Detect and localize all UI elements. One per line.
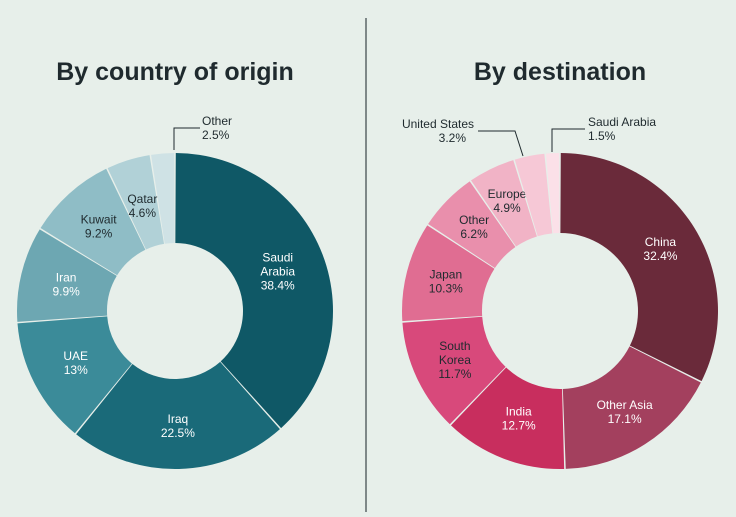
slice-value-saudi-arabia: 1.5% [588,129,616,143]
slice-value-other: 6.2% [460,227,488,241]
slice-saudi-arabia [545,153,560,234]
slice-iraq [76,361,280,469]
slice-kuwait [40,168,146,276]
slice-other [428,181,516,269]
slice-value-qatar: 4.6% [129,206,157,220]
slice-label-india: India [506,404,532,418]
leader-line-saudi-arabia [551,128,585,152]
slice-value-united-states: 3.2% [439,131,467,145]
chart-title-destination: By destination [474,58,646,86]
leader-line-united-states [478,130,524,157]
slice-value-india: 12.7% [502,418,536,432]
slice-label-united-states: United States [402,117,474,131]
slice-south-korea [402,316,506,425]
leader-line-other [173,127,200,150]
slice-value-other: 2.5% [202,128,230,142]
slice-united-states [514,153,553,237]
slice-qatar [107,155,165,250]
slice-label-saudi-arabia: Saudi Arabia [588,115,656,129]
slice-value-kuwait: 9.2% [85,226,113,240]
slice-label-iran: Iran [56,271,77,285]
slice-label-south-korea: Korea [439,353,471,367]
slice-iran [17,229,117,322]
slice-value-iraq: 22.5% [161,426,195,440]
slice-label-iraq: Iraq [168,412,189,426]
slice-label-other: Other [202,114,232,128]
slice-value-japan: 10.3% [429,281,463,295]
slice-label-saudi-arabia: Arabia [260,265,295,279]
slice-india [450,367,565,470]
slice-saudi-arabia [175,153,334,429]
slice-value-iran: 9.9% [52,285,80,299]
slice-value-europe: 4.9% [493,201,521,215]
slice-label-europe: Europe [488,187,527,201]
slice-other-asia [562,346,701,469]
slice-label-south-korea: South [439,339,470,353]
slice-europe [471,160,537,247]
slice-label-kuwait: Kuwait [81,212,118,226]
slice-label-uae: UAE [63,349,88,363]
slice-label-saudi-arabia: Saudi [262,251,293,265]
slice-uae [17,316,132,434]
slice-label-other: Other [459,213,489,227]
slice-value-south-korea: 11.7% [438,367,471,381]
slice-label-china: China [645,235,677,249]
slice-label-other-asia: Other Asia [597,398,653,412]
slice-value-china: 32.4% [643,249,677,263]
slice-value-uae: 13% [64,363,88,377]
chart-title-origin: By country of origin [56,58,294,86]
slice-japan [402,225,495,322]
slice-other [151,153,175,244]
slice-label-japan: Japan [429,267,462,281]
slice-china [560,153,718,382]
slice-value-saudi-arabia: 38.4% [261,279,295,293]
slice-label-qatar: Qatar [127,192,157,206]
slice-value-other-asia: 17.1% [608,412,642,426]
